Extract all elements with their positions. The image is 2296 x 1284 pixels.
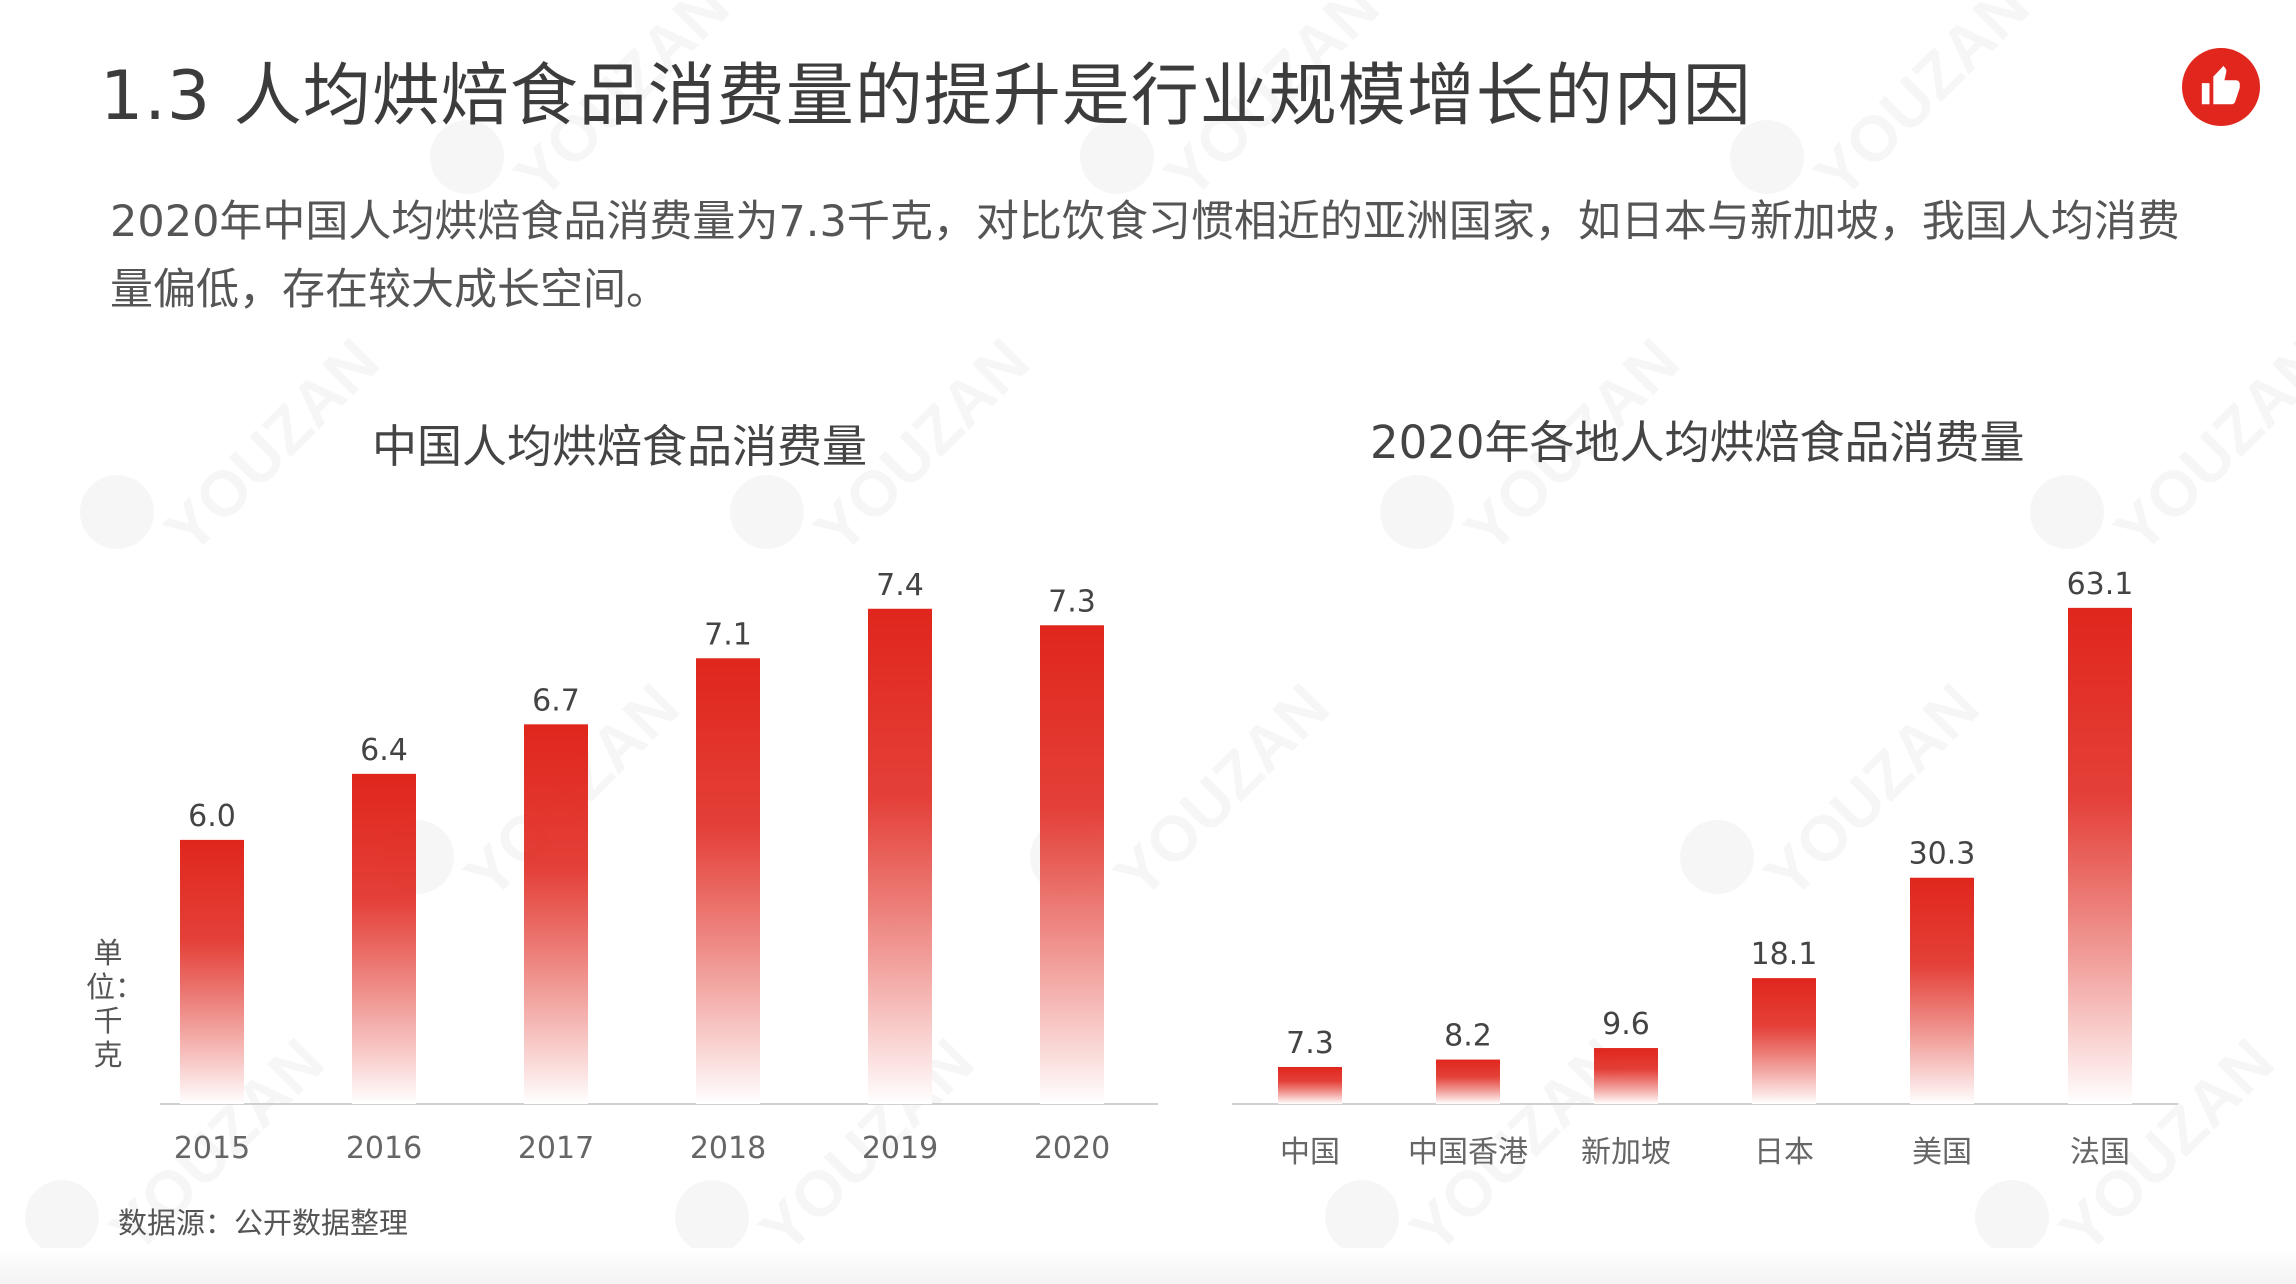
data-label: 7.4	[876, 568, 924, 603]
bar	[696, 658, 760, 1104]
x-tick-label: 美国	[1912, 1135, 1972, 1170]
data-label: 30.3	[1909, 837, 1976, 872]
data-label: 6.0	[188, 799, 236, 834]
bar	[868, 608, 932, 1104]
data-label: 18.1	[1751, 937, 1818, 972]
x-tick-label: 2016	[346, 1131, 422, 1166]
bottom-shade	[0, 1248, 2296, 1284]
bar	[1594, 1048, 1658, 1104]
x-tick-label: 新加坡	[1581, 1135, 1671, 1170]
x-tick-label: 日本	[1754, 1135, 1814, 1170]
bar	[1278, 1066, 1342, 1104]
data-label: 63.1	[2067, 567, 2134, 602]
bar	[524, 724, 588, 1104]
bar	[1752, 978, 1816, 1104]
chart-title-china: 中国人均烘焙食品消费量	[372, 420, 868, 473]
bar	[1040, 625, 1104, 1104]
bar	[1436, 1059, 1500, 1104]
x-tick-label: 2017	[518, 1131, 594, 1166]
bar	[2068, 607, 2132, 1104]
data-label: 9.6	[1602, 1007, 1650, 1042]
x-tick-label: 2015	[174, 1131, 250, 1166]
data-label: 7.1	[704, 617, 752, 652]
data-label: 6.7	[532, 683, 580, 718]
source-note: 数据源：公开数据整理	[118, 1206, 409, 1240]
data-label: 7.3	[1048, 584, 1096, 619]
data-label: 7.3	[1286, 1026, 1334, 1061]
thumbs-up-icon	[2182, 48, 2260, 126]
bar	[352, 773, 416, 1104]
data-label: 6.4	[360, 733, 408, 768]
bar	[1910, 877, 1974, 1104]
data-label: 8.2	[1444, 1019, 1492, 1054]
x-tick-label: 法国	[2070, 1135, 2130, 1170]
chart-title-regions: 2020年各地人均烘焙食品消费量	[1370, 416, 2025, 469]
bar	[180, 839, 244, 1104]
x-tick-label: 2019	[862, 1131, 938, 1166]
page-title: 1.3 人均烘焙食品消费量的提升是行业规模增长的内因	[100, 57, 1752, 136]
x-tick-label: 中国	[1280, 1135, 1340, 1170]
x-tick-label: 2018	[690, 1131, 766, 1166]
intro-text: 2020年中国人均烘焙食品消费量为7.3千克，对比饮食习惯相近的亚洲国家，如日本…	[110, 197, 2180, 315]
x-tick-label: 中国香港	[1408, 1135, 1528, 1170]
x-tick-label: 2020	[1034, 1131, 1110, 1166]
